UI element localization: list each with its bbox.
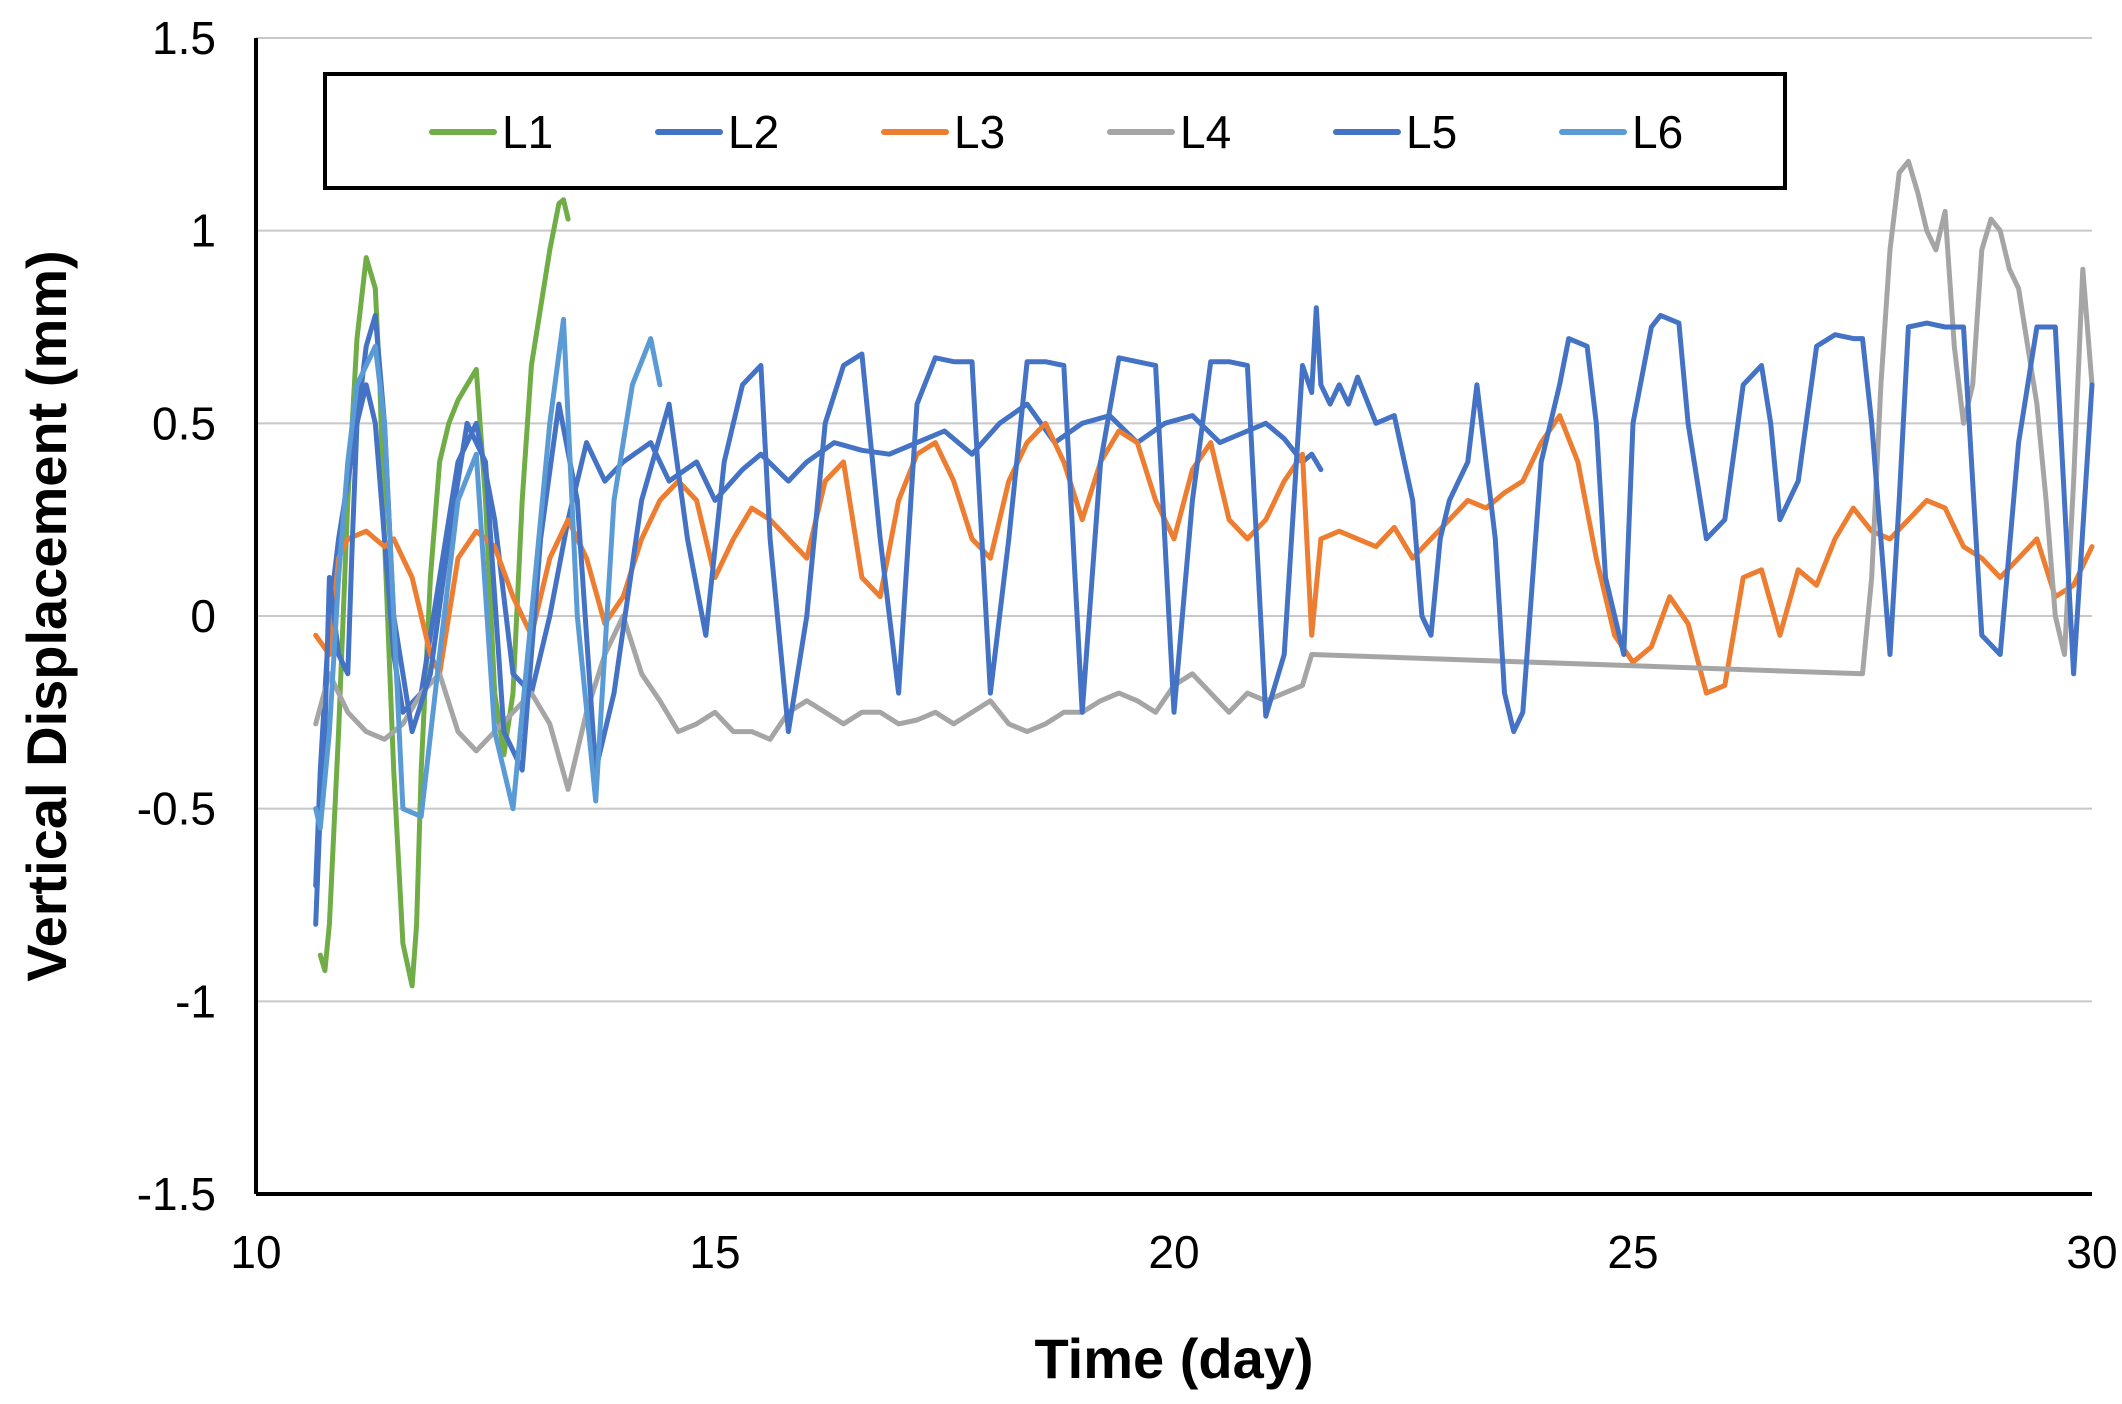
legend-label-l6: L6 bbox=[1632, 106, 1683, 158]
y-tick-label: -1.5 bbox=[137, 1168, 216, 1220]
legend-label-l2: L2 bbox=[728, 106, 779, 158]
series-line-l2 bbox=[313, 382, 1324, 889]
legend: L1 L2 L3 L4 L5 L6 bbox=[323, 72, 1787, 190]
legend-label-l3: L3 bbox=[954, 106, 1005, 158]
y-tick-label: 0.5 bbox=[152, 397, 216, 449]
series-line-l6 bbox=[313, 316, 663, 831]
series-line-l1 bbox=[317, 197, 571, 989]
y-tick-label: 1.5 bbox=[152, 12, 216, 64]
series-lines bbox=[313, 158, 2095, 989]
y-tick-label: -1 bbox=[175, 975, 216, 1027]
axes bbox=[254, 38, 2092, 1196]
legend-label-l1: L1 bbox=[502, 106, 553, 158]
x-tick-labels: 10 15 20 25 30 bbox=[230, 1226, 2117, 1278]
legend-box bbox=[323, 72, 1787, 190]
y-tick-label: 1 bbox=[190, 205, 216, 257]
x-tick-label: 15 bbox=[689, 1226, 740, 1278]
y-tick-label: -0.5 bbox=[137, 783, 216, 835]
legend-items: L1 L2 L3 L4 L5 L6 bbox=[429, 106, 1683, 158]
legend-label-l4: L4 bbox=[1180, 106, 1231, 158]
legend-label-l5: L5 bbox=[1406, 106, 1457, 158]
y-tick-label: 0 bbox=[190, 590, 216, 642]
x-tick-label: 25 bbox=[1607, 1226, 1658, 1278]
x-tick-label: 20 bbox=[1148, 1226, 1199, 1278]
x-tick-label: 10 bbox=[230, 1226, 281, 1278]
x-tick-label: 30 bbox=[2066, 1226, 2117, 1278]
y-tick-labels: 1.5 1 0.5 0 -0.5 -1 -1.5 bbox=[137, 12, 216, 1220]
x-axis-title: Time (day) bbox=[1034, 1327, 1313, 1390]
series-line-l5 bbox=[313, 305, 2095, 927]
y-axis-title: Vertical Displacement (mm) bbox=[15, 250, 78, 981]
